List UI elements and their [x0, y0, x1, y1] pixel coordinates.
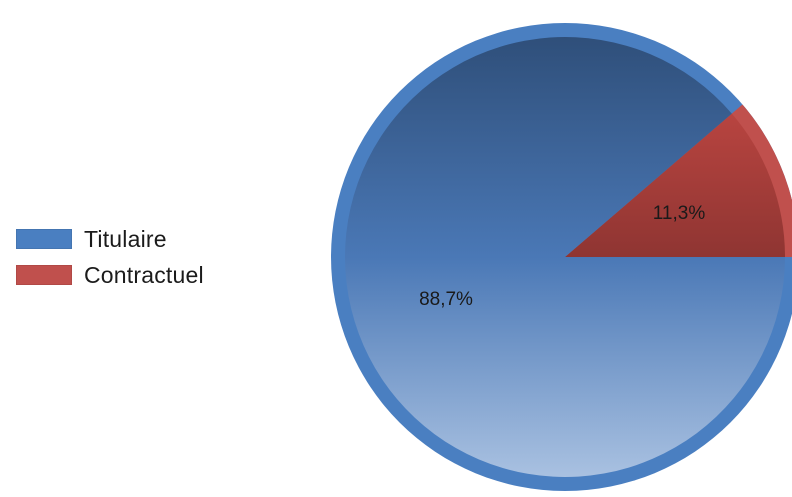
data-label-titulaire: 88,7%: [419, 289, 473, 310]
legend-item-contractuel[interactable]: Contractuel: [16, 257, 204, 293]
legend-swatch-contractuel: [16, 265, 72, 285]
legend-item-titulaire[interactable]: Titulaire: [16, 221, 204, 257]
legend-label-titulaire: Titulaire: [84, 225, 167, 252]
pie-slice-contractuel[interactable]: [565, 113, 785, 257]
legend-swatch-titulaire: [16, 229, 72, 249]
pie-slice-titulaire[interactable]: [345, 37, 785, 477]
legend-label-contractuel: Contractuel: [84, 261, 204, 288]
data-label-contractuel: 11,3%: [653, 203, 706, 224]
legend: Titulaire Contractuel: [16, 221, 204, 293]
